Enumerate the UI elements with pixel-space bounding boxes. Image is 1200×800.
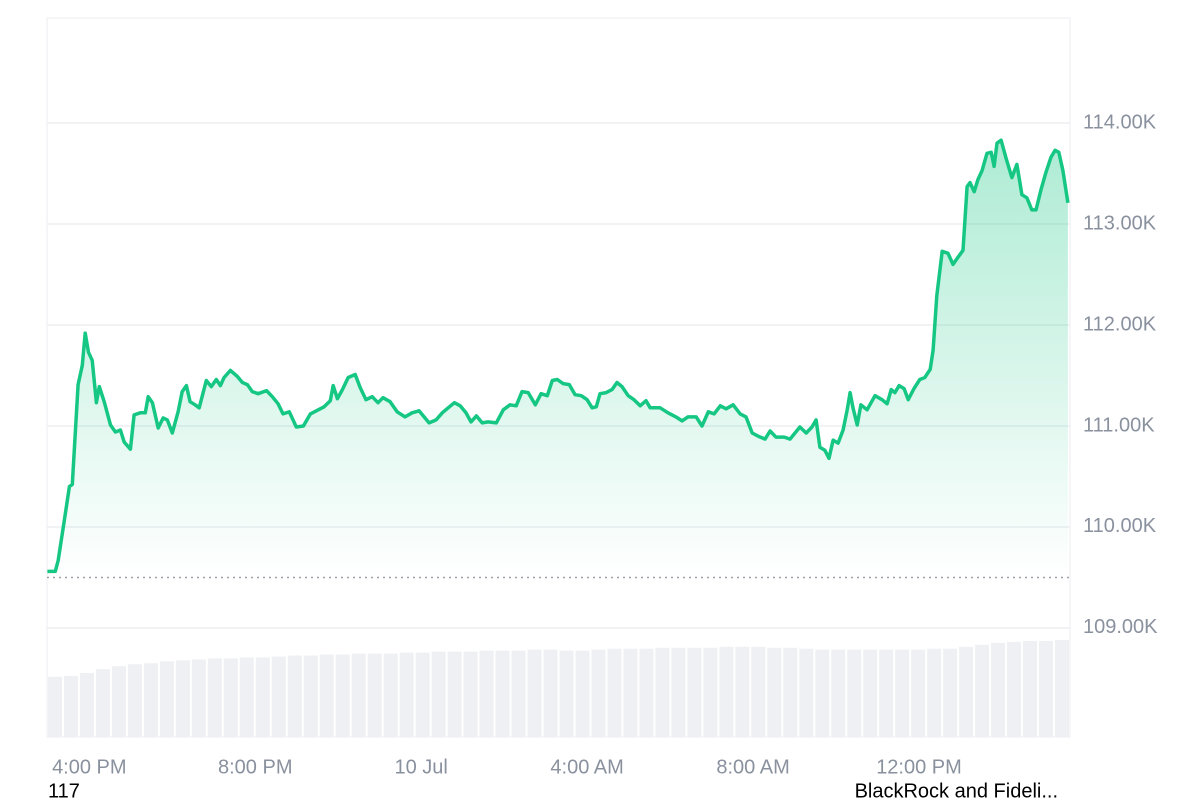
price-line [47,138,1070,574]
volume-bar [639,648,654,737]
volume-bar [559,650,574,737]
volume-bar [495,650,510,737]
y-tick-label: 109.00K [1083,616,1158,638]
y-tick-label: 110.00K [1083,515,1157,537]
volume-bar [1039,640,1054,737]
volume-bar [463,651,478,737]
y-tick-label: 113.00K [1083,212,1157,234]
volume-bar [1055,640,1069,737]
volume-bar [511,650,526,737]
volume-bar [287,655,302,737]
volume-bar [431,651,446,737]
volume-bar [959,646,974,737]
volume-bar [159,661,174,737]
volume-bar [543,649,558,737]
price-area [47,140,1068,578]
volume-bar [351,653,366,737]
volume-bar [623,648,638,737]
volume-bar [1023,640,1038,737]
volume-bar [63,675,78,737]
volume-bar [223,658,238,737]
volume-bar [591,649,606,737]
volume-bar [847,649,862,737]
x-tick-label: 4:00 PM [52,756,126,778]
volume-bar [655,647,670,737]
x-tick-label: 4:00 AM [550,756,623,778]
y-tick-label: 114.00K [1083,111,1157,133]
footer-left: 117 [48,780,80,800]
volume-bar [863,649,878,737]
volume-bar [175,660,190,737]
volume-bar [607,648,622,737]
volume-bar [527,649,542,737]
volume-bar [751,646,766,737]
volume-bar [271,656,286,737]
volume-bar [1007,641,1022,737]
x-tick-label: 12:00 PM [876,756,962,778]
volume-bar [799,648,814,737]
volume-bar [335,654,350,737]
volume-bar [95,669,110,737]
x-tick-label: 8:00 AM [716,756,789,778]
y-tick-label: 111.00K [1083,414,1155,436]
volume-bar [911,649,926,737]
x-tick-label: 8:00 PM [218,756,292,778]
volume-bar [687,647,702,737]
volume-bar [399,652,414,737]
volume-bar [319,654,334,737]
volume-bar [111,666,126,737]
volume-bar [575,650,590,737]
volume-bar [671,647,686,737]
volume-bar [975,644,990,737]
plot-frame [46,17,1071,738]
volume-bar [879,649,894,737]
y-tick-label: 112.00K [1083,313,1157,335]
volume-bar [895,649,910,737]
volume-bar [255,657,270,737]
volume-bar [735,646,750,737]
x-tick-label: 10 Jul [394,756,447,778]
volume-bar [303,655,318,737]
volume-bar [367,653,382,737]
volume-bar [127,664,142,737]
volume-bar [479,650,494,737]
volume-bar [48,676,62,737]
volume-bar [719,646,734,737]
volume-bar [927,648,942,737]
volume-bar [415,652,430,737]
volume-bar [815,649,830,737]
plot-layer [47,138,1070,578]
volume-bar [239,657,254,737]
volume-bar [767,647,782,737]
volume-bar [447,651,462,737]
volume-bar [383,653,398,737]
volume-bar [783,647,798,737]
volume-layer [48,640,1069,737]
volume-bar [991,642,1006,737]
volume-bar [943,648,958,737]
volume-bar [207,658,222,737]
volume-bar [831,649,846,737]
volume-bar [79,672,94,737]
footer-right: BlackRock and Fideli... [855,780,1058,800]
volume-bar [143,663,158,737]
volume-bar [191,659,206,737]
volume-bar [703,647,718,737]
